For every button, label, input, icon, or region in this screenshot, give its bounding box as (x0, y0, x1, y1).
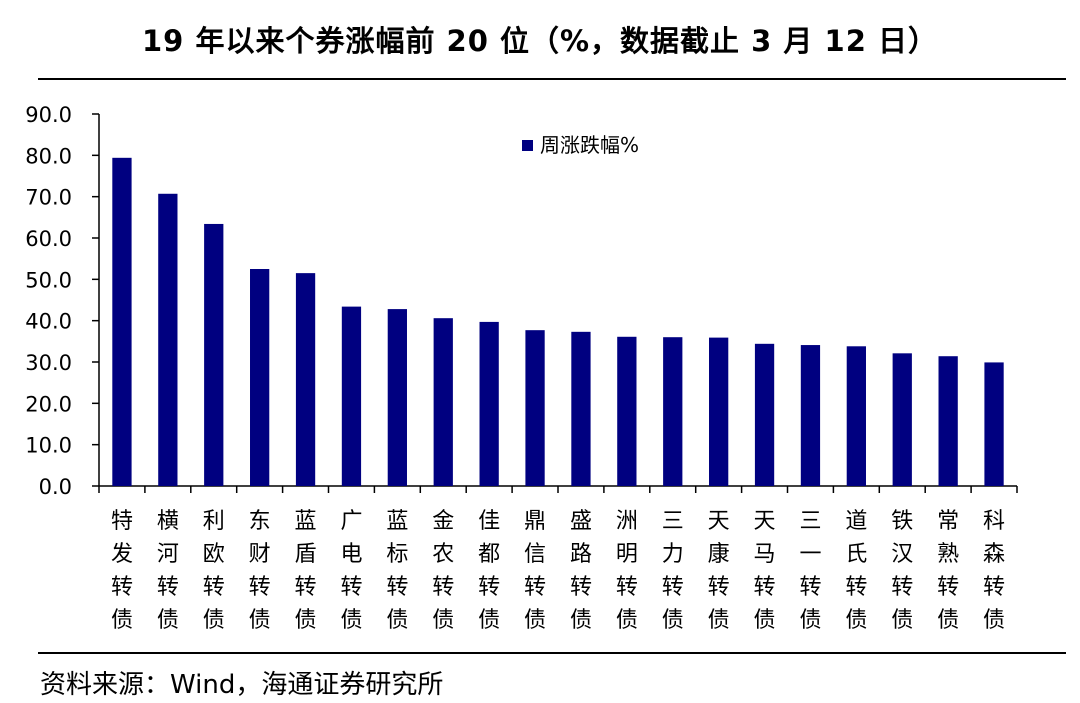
x-tick-label: 盛路转债 (570, 509, 592, 633)
x-tick-label: 天马转债 (754, 509, 776, 633)
bar-chart: 0.0 10.0 20.0 30.0 40.0 50.0 60.0 70.0 80.0 90.0 特… (25, 103, 1018, 633)
x-tick-label: 常熟转债 (937, 509, 959, 633)
x-tick-label: 广电转债 (340, 509, 362, 633)
legend-swatch (522, 140, 533, 151)
bar (433, 318, 453, 486)
x-tick-label: 金农转债 (432, 509, 454, 633)
x-tick-label: 利欧转债 (203, 509, 225, 633)
bar (754, 343, 775, 486)
bar (479, 321, 499, 486)
y-tick-label: 0.0 (39, 475, 72, 499)
bar (846, 346, 866, 486)
y-tick-label: 10.0 (25, 434, 72, 458)
bar (525, 330, 545, 486)
x-tick-label: 东财转债 (249, 509, 271, 633)
chart-labels: 0.0 10.0 20.0 30.0 40.0 50.0 60.0 70.0 80.0 90.0 特… (25, 103, 1005, 633)
footer-rule (38, 652, 1066, 654)
bar (800, 345, 821, 486)
x-tick-label: 蓝标转债 (386, 509, 408, 633)
x-tick-label: 洲明转债 (616, 509, 638, 633)
x-tick-label: 佳都转债 (478, 509, 500, 633)
x-tick-label: 三一转债 (799, 509, 821, 633)
bar (204, 223, 224, 487)
bar (892, 353, 912, 486)
bar (571, 331, 591, 486)
x-tick-label: 横河转债 (157, 509, 179, 633)
x-tick-label: 科森转债 (983, 509, 1005, 633)
bar (709, 337, 729, 486)
bar (341, 306, 362, 486)
source-note: 资料来源：Wind，海通证券研究所 (40, 670, 444, 700)
y-tick-label: 70.0 (25, 186, 72, 210)
chart-bars (112, 157, 1004, 487)
legend-label: 周涨跌幅% (540, 133, 639, 157)
title-rule (38, 78, 1066, 80)
bar (663, 337, 683, 486)
y-tick-label: 40.0 (25, 310, 72, 334)
x-tick-label: 特发转债 (111, 509, 133, 633)
x-tick-label: 道氏转债 (845, 509, 867, 633)
y-tick-label: 30.0 (25, 351, 72, 375)
x-tick-label: 铁汉转债 (891, 509, 913, 633)
bar (295, 273, 316, 486)
bar (617, 336, 637, 486)
y-tick-label: 80.0 (25, 144, 72, 168)
chart-legend: 周涨跌幅% (522, 133, 639, 157)
bar (250, 269, 270, 486)
y-tick-label: 50.0 (25, 268, 72, 292)
bar (387, 309, 407, 486)
y-tick-label: 60.0 (25, 227, 72, 251)
chart-axes (92, 113, 1018, 493)
bar (112, 157, 132, 486)
x-tick-label: 鼎信转债 (524, 509, 546, 633)
bar (938, 356, 958, 486)
bar (984, 362, 1004, 486)
x-tick-label: 天康转债 (708, 509, 730, 633)
x-tick-label: 三力转债 (662, 509, 684, 633)
x-tick-label: 蓝盾转债 (295, 509, 317, 633)
y-tick-label: 20.0 (25, 392, 72, 416)
chart-title: 19 年以来个券涨幅前 20 位（%，数据截止 3 月 12 日） (142, 24, 938, 58)
y-tick-label: 90.0 (25, 103, 72, 127)
bar (158, 193, 178, 487)
